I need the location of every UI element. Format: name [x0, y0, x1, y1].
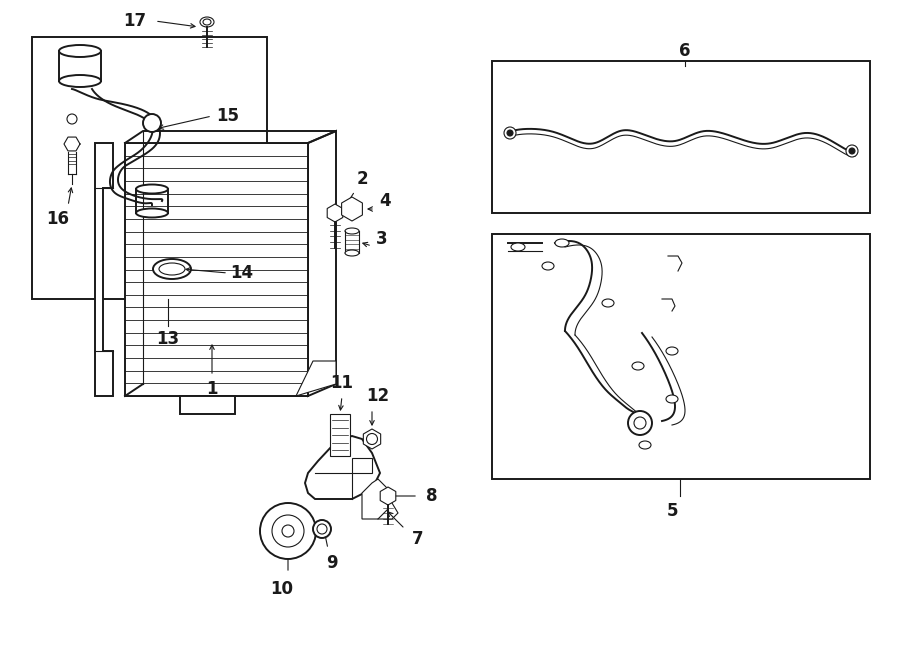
Circle shape	[366, 434, 377, 444]
Text: 5: 5	[666, 502, 678, 520]
Polygon shape	[305, 436, 380, 499]
Ellipse shape	[203, 19, 211, 25]
Text: 17: 17	[123, 12, 147, 30]
Text: 13: 13	[157, 330, 180, 348]
Ellipse shape	[632, 362, 644, 370]
Text: 11: 11	[330, 374, 354, 392]
Ellipse shape	[511, 243, 525, 251]
Text: 4: 4	[379, 192, 391, 210]
Text: 8: 8	[427, 487, 437, 505]
Polygon shape	[328, 204, 343, 222]
Bar	[125, 143, 308, 396]
Circle shape	[628, 411, 652, 435]
Ellipse shape	[136, 184, 168, 194]
Text: 3: 3	[376, 230, 388, 248]
Ellipse shape	[67, 114, 77, 124]
Polygon shape	[342, 197, 363, 221]
Ellipse shape	[555, 239, 569, 247]
Ellipse shape	[136, 208, 168, 217]
Ellipse shape	[200, 17, 214, 27]
Bar	[330, 414, 350, 456]
Text: 15: 15	[217, 107, 239, 125]
Circle shape	[504, 127, 516, 139]
Text: 2: 2	[356, 170, 368, 188]
Text: 1: 1	[206, 380, 218, 398]
Polygon shape	[364, 429, 381, 449]
Ellipse shape	[59, 75, 101, 87]
Polygon shape	[296, 361, 336, 396]
Text: 16: 16	[47, 210, 69, 228]
Circle shape	[282, 525, 294, 537]
Bar	[492, 61, 870, 213]
Text: 6: 6	[680, 42, 691, 60]
Text: 14: 14	[230, 264, 254, 282]
Circle shape	[272, 515, 304, 547]
Bar	[32, 37, 267, 299]
Polygon shape	[95, 143, 113, 396]
Ellipse shape	[59, 45, 101, 57]
Ellipse shape	[666, 347, 678, 355]
Circle shape	[634, 417, 646, 429]
Bar	[352, 458, 372, 473]
Text: 10: 10	[271, 580, 293, 598]
Polygon shape	[362, 479, 388, 519]
Ellipse shape	[345, 250, 359, 256]
Polygon shape	[308, 131, 336, 396]
Circle shape	[260, 503, 316, 559]
Ellipse shape	[602, 299, 614, 307]
Text: 7: 7	[412, 530, 424, 548]
Ellipse shape	[153, 259, 191, 279]
Circle shape	[313, 520, 331, 538]
Circle shape	[143, 114, 161, 132]
Circle shape	[849, 148, 855, 154]
Ellipse shape	[639, 441, 651, 449]
Ellipse shape	[159, 263, 185, 275]
Ellipse shape	[345, 228, 359, 234]
Circle shape	[846, 145, 858, 157]
Ellipse shape	[666, 395, 678, 403]
Circle shape	[345, 202, 359, 216]
Circle shape	[507, 130, 513, 136]
Circle shape	[317, 524, 327, 534]
Bar	[492, 234, 870, 479]
Text: 12: 12	[366, 387, 390, 405]
Text: 9: 9	[326, 554, 338, 572]
Ellipse shape	[542, 262, 554, 270]
Bar	[180, 396, 235, 414]
Polygon shape	[380, 487, 396, 505]
